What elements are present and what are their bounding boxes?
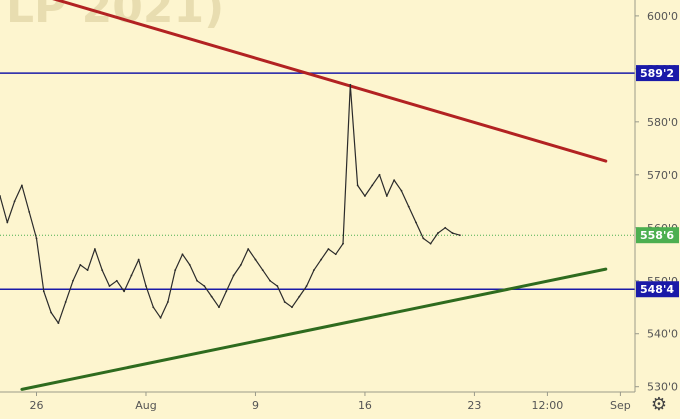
price-point — [458, 234, 461, 237]
price-point — [261, 269, 264, 272]
plot-area — [0, 0, 635, 391]
price-point — [232, 274, 235, 277]
price-point — [400, 189, 403, 192]
level-label-text-1: 548'4 — [640, 283, 674, 296]
price-point — [451, 232, 454, 234]
price-point — [247, 248, 250, 250]
trendline-1 — [20, 267, 608, 391]
price-point — [188, 263, 191, 266]
level-label-text-0: 589'2 — [640, 67, 674, 80]
trendline-0 — [52, 0, 608, 163]
price-point — [429, 242, 432, 245]
price-point — [356, 184, 359, 187]
price-point — [269, 279, 271, 282]
price-point — [298, 295, 301, 298]
price-point — [415, 221, 417, 224]
price-point — [210, 295, 213, 298]
price-point — [115, 279, 118, 282]
price-point — [13, 200, 16, 203]
price-point — [159, 316, 162, 319]
price-point — [327, 248, 330, 250]
price-point — [6, 221, 9, 224]
price-point — [444, 226, 447, 229]
price-point — [254, 258, 257, 261]
price-point — [342, 242, 344, 245]
price-point — [218, 306, 220, 309]
price-point — [42, 290, 45, 293]
price-point — [276, 285, 279, 287]
price-point — [203, 285, 206, 287]
price-point — [20, 184, 23, 187]
price-point — [64, 301, 67, 303]
price-point — [35, 237, 38, 240]
y-tick-label: 600'0 — [647, 10, 678, 23]
price-point — [152, 306, 155, 309]
price-point — [72, 279, 74, 282]
price-point — [57, 322, 60, 325]
price-point — [181, 253, 184, 256]
x-tick-label: 26 — [29, 399, 43, 412]
level-labels: 589'2 548'4 558'6 — [636, 65, 679, 298]
price-point — [0, 195, 1, 197]
price-point — [371, 184, 374, 187]
price-point — [108, 285, 111, 287]
price-point — [422, 237, 425, 240]
price-point — [130, 274, 133, 277]
price-point — [101, 269, 104, 272]
price-point — [291, 306, 293, 309]
x-tick-label: 12:00 — [532, 399, 564, 412]
price-point — [93, 248, 96, 250]
y-tick-label: 570'0 — [647, 169, 678, 182]
price-point — [334, 253, 337, 256]
price-point — [407, 205, 410, 208]
time-axis: 26 Aug 9 16 23 12:00 Sep — [29, 392, 631, 412]
price-point — [123, 290, 125, 293]
x-tick-label: 23 — [467, 399, 481, 412]
level-label-text-2: 558'6 — [640, 229, 674, 242]
level-label-box-2 — [636, 227, 679, 244]
price-point — [50, 311, 52, 314]
price-point — [196, 279, 198, 282]
price-point — [364, 195, 366, 197]
y-tick-label: 580'0 — [647, 116, 678, 129]
x-tick-label: Sep — [610, 399, 631, 412]
price-point — [239, 263, 242, 266]
price-point — [385, 195, 388, 197]
price-series-line — [0, 84, 460, 324]
price-point — [166, 301, 169, 303]
price-point — [145, 285, 147, 287]
y-tick-label: 540'0 — [647, 328, 678, 341]
level-label-box-1 — [636, 281, 679, 298]
gear-icon[interactable]: ⚙ — [650, 394, 668, 415]
price-point — [305, 285, 308, 287]
x-tick-label: Aug — [135, 399, 156, 412]
price-point — [79, 263, 82, 266]
price-point — [174, 269, 177, 272]
y-tick-label: 530'0 — [647, 381, 678, 394]
price-point — [86, 269, 89, 272]
price-point — [312, 269, 315, 272]
price-point — [283, 301, 286, 303]
level-label-box-0 — [636, 65, 679, 82]
x-tick-label: 16 — [358, 399, 372, 412]
price-point — [28, 210, 31, 213]
price-point — [137, 258, 140, 261]
price-point — [349, 83, 352, 86]
price-point — [225, 290, 228, 293]
price-point — [320, 258, 323, 261]
price-point — [378, 173, 381, 176]
price-point — [393, 179, 396, 182]
price-point — [437, 232, 439, 234]
x-tick-label: 9 — [252, 399, 259, 412]
